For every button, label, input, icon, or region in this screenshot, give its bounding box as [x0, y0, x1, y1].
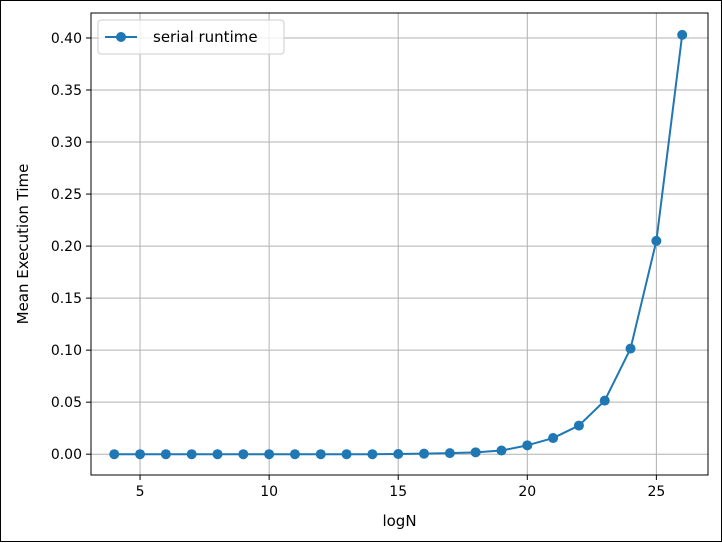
y-tick-label: 0.05: [51, 395, 82, 411]
data-point: [419, 448, 430, 459]
data-point: [444, 448, 455, 459]
y-axis-label: Mean Execution Time: [14, 164, 32, 325]
data-point: [625, 343, 636, 354]
data-point: [238, 449, 249, 460]
data-point: [496, 445, 507, 456]
data-point: [393, 448, 404, 459]
x-axis-label: logN: [382, 512, 416, 530]
data-point: [160, 449, 171, 460]
data-point: [522, 440, 533, 451]
x-tick-label: 15: [389, 484, 407, 500]
grid: [91, 13, 708, 475]
y-tick-label: 0.25: [51, 187, 82, 203]
legend-label: serial runtime: [153, 28, 258, 46]
data-point: [573, 420, 584, 431]
y-tick-label: 0.20: [51, 239, 82, 255]
data-point: [289, 449, 300, 460]
y-tick-label: 0.30: [51, 135, 82, 151]
data-point: [599, 395, 610, 406]
data-point: [677, 29, 688, 40]
data-point: [264, 449, 275, 460]
data-point: [548, 433, 559, 444]
x-tick-label: 10: [260, 484, 278, 500]
data-point: [186, 449, 197, 460]
data-point: [315, 449, 326, 460]
data-point: [470, 447, 481, 458]
data-point: [109, 449, 120, 460]
legend-marker: [116, 32, 126, 42]
legend-box: [97, 19, 285, 55]
data-point: [212, 449, 223, 460]
y-tick-label: 0.10: [51, 343, 82, 359]
data-point: [651, 235, 662, 246]
ticks: 5 10 15 20 25 0.00 0.05 0.10 0.15 0.20 0.25 0.30 0.3…: [51, 31, 665, 500]
data-point: [341, 449, 352, 460]
data-point: [367, 449, 378, 460]
y-tick-label: 0.00: [51, 447, 82, 463]
y-tick-label: 0.40: [51, 31, 82, 47]
x-tick-label: 20: [518, 484, 536, 500]
series: [109, 29, 688, 460]
x-tick-label: 25: [647, 484, 665, 500]
data-point: [135, 449, 146, 460]
y-tick-label: 0.35: [51, 83, 82, 99]
plot-area: [90, 12, 709, 476]
y-tick-label: 0.15: [51, 291, 82, 307]
x-tick-label: 5: [136, 484, 145, 500]
legend: serial runtime: [97, 19, 285, 55]
